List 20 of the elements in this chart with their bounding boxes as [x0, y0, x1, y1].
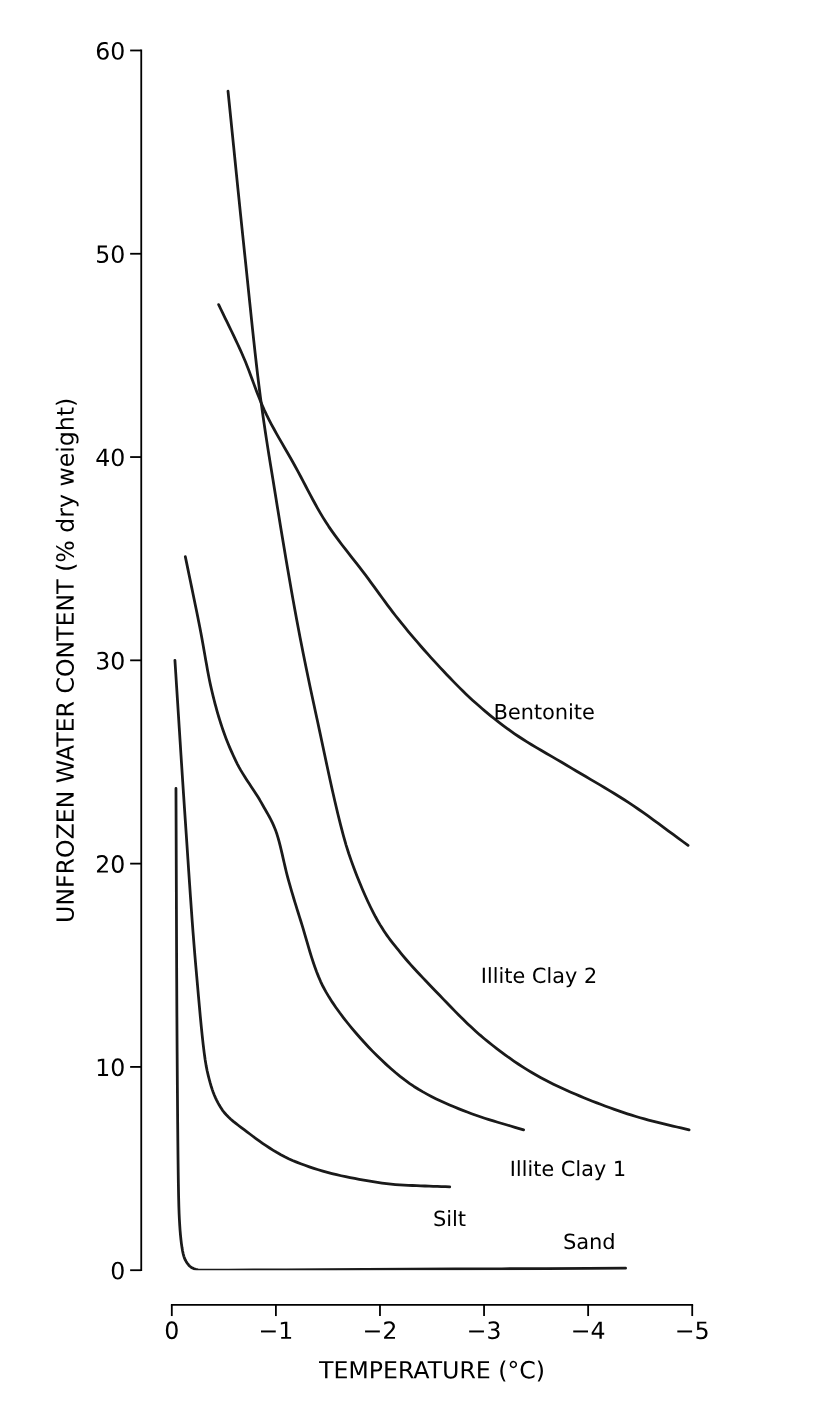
series-label: Illite Clay 2 [482, 967, 596, 988]
series-label: Sand [564, 1233, 614, 1250]
y-tick-label: 10 [97, 1058, 124, 1077]
y-tick-label: 60 [96, 41, 124, 60]
y-tick-label: 40 [96, 448, 124, 467]
y-tick-label: 20 [96, 855, 124, 873]
x-tick-label: 0 [165, 1321, 178, 1340]
x-tick-label: −1 [260, 1321, 292, 1339]
series-label: Illite Clay 1 [511, 1160, 625, 1181]
y-tick-label: 30 [97, 651, 124, 670]
y-tick-label: 50 [97, 245, 124, 264]
x-tick-label: −5 [677, 1321, 708, 1340]
x-tick-label: −3 [469, 1321, 500, 1340]
x-tick-label: −4 [573, 1321, 605, 1339]
y-tick-label: 0 [111, 1261, 124, 1280]
x-axis-title: TEMPERATURE (°C) [318, 1360, 543, 1382]
series-label: Bentonite [495, 703, 594, 720]
series-label: Silt [434, 1210, 466, 1227]
y-axis-title: UNFROZEN WATER CONTENT (% dry weight) [55, 399, 79, 921]
x-tick-label: −2 [365, 1321, 396, 1339]
